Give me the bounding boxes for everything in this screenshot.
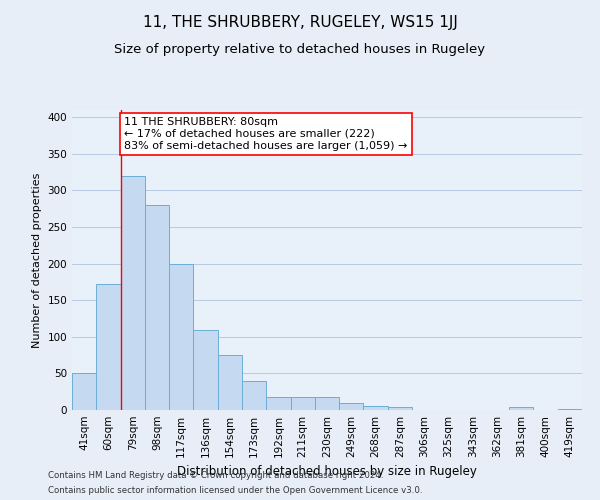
Bar	[96, 284, 121, 410]
Bar	[290, 397, 315, 410]
Text: Contains HM Land Registry data © Crown copyright and database right 2024.: Contains HM Land Registry data © Crown c…	[48, 471, 383, 480]
Y-axis label: Number of detached properties: Number of detached properties	[32, 172, 42, 348]
Bar	[242, 380, 266, 410]
Bar	[266, 397, 290, 410]
Text: Contains public sector information licensed under the Open Government Licence v3: Contains public sector information licen…	[48, 486, 422, 495]
X-axis label: Distribution of detached houses by size in Rugeley: Distribution of detached houses by size …	[177, 466, 477, 478]
Bar	[72, 374, 96, 410]
Bar	[364, 406, 388, 410]
Bar	[315, 397, 339, 410]
Text: 11 THE SHRUBBERY: 80sqm
← 17% of detached houses are smaller (222)
83% of semi-d: 11 THE SHRUBBERY: 80sqm ← 17% of detache…	[124, 118, 407, 150]
Text: 11, THE SHRUBBERY, RUGELEY, WS15 1JJ: 11, THE SHRUBBERY, RUGELEY, WS15 1JJ	[143, 15, 457, 30]
Text: Size of property relative to detached houses in Rugeley: Size of property relative to detached ho…	[115, 42, 485, 56]
Bar	[193, 330, 218, 410]
Bar	[218, 355, 242, 410]
Bar	[121, 176, 145, 410]
Bar	[169, 264, 193, 410]
Bar	[509, 407, 533, 410]
Bar	[339, 402, 364, 410]
Bar	[388, 407, 412, 410]
Bar	[145, 205, 169, 410]
Bar	[558, 408, 582, 410]
